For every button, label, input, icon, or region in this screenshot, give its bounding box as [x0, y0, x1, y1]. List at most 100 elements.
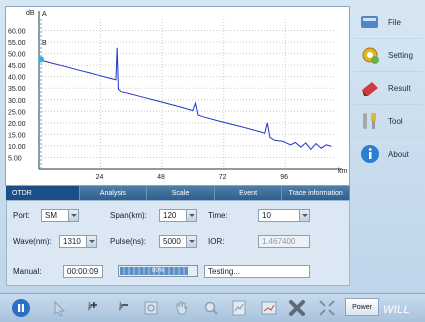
tool-button[interactable]: Tool	[353, 105, 423, 138]
ior-field: 1.467400	[258, 235, 310, 248]
y-tick-label: 40.00	[8, 75, 26, 82]
fit-icon	[319, 300, 335, 316]
close-icon	[289, 300, 305, 316]
y-tick-label: 10.00	[8, 144, 26, 151]
marker-a-label: A	[42, 11, 47, 18]
pulse-label: Pulse(ns):	[110, 237, 147, 246]
zoom-out-icon	[119, 301, 128, 311]
tab-event[interactable]: Event	[215, 186, 283, 200]
chevron-down-icon[interactable]	[86, 236, 96, 247]
chevron-down-icon[interactable]	[299, 210, 309, 221]
span-select[interactable]: 120	[159, 209, 197, 222]
progress-bar: 90%	[118, 265, 198, 277]
trace-analysis-button[interactable]	[258, 298, 280, 318]
zoom-in-button[interactable]	[80, 298, 102, 318]
chart-view-icon	[232, 300, 246, 316]
y-tick-label: 50.00	[8, 52, 26, 59]
time-label: Time:	[208, 211, 228, 220]
wave-select[interactable]: 1310	[59, 235, 97, 248]
tab-scale[interactable]: Scale	[147, 186, 215, 200]
ior-label: IOR:	[208, 237, 225, 246]
chevron-down-icon[interactable]	[186, 210, 196, 221]
progress-text: 90%	[151, 268, 164, 274]
tab-otdr[interactable]: OTDR	[6, 186, 80, 200]
y-tick-label: 35.00	[8, 86, 26, 93]
trace-analysis-icon	[261, 301, 277, 315]
wave-label: Wave(nm):	[13, 237, 52, 246]
zoom-box-button[interactable]	[140, 298, 162, 318]
file-button[interactable]: File	[353, 6, 423, 39]
trace-chart[interactable]: 60.00 55.00 50.00 45.00 40.00 35.00 30.00 25.00…	[6, 7, 351, 187]
status-text: Testing...	[208, 267, 241, 276]
delete-button[interactable]	[286, 298, 308, 318]
status-field: Testing...	[204, 265, 310, 278]
ior-value: 1.467400	[262, 237, 296, 246]
y-tick-label: 30.00	[8, 98, 26, 105]
gear-icon	[359, 45, 381, 65]
file-label: File	[388, 17, 401, 27]
pulse-select[interactable]: 5000	[159, 235, 197, 248]
chevron-down-icon[interactable]	[186, 236, 196, 247]
y-tick-label: 60.00	[8, 29, 26, 36]
tab-strip: OTDR Analysis Scale Event Trace informat…	[6, 186, 350, 200]
chevron-down-icon[interactable]	[68, 210, 78, 221]
trace-chart-panel[interactable]: 60.00 55.00 50.00 45.00 40.00 35.00 30.00 25.00…	[5, 6, 350, 186]
x-tick-label: 24	[96, 174, 104, 181]
result-label: Result	[388, 83, 411, 93]
time-value: 10	[262, 211, 271, 220]
wave-value: 1310	[63, 237, 81, 246]
pause-button[interactable]	[10, 298, 32, 318]
pointer-icon	[54, 300, 66, 317]
brand-logo: WILL	[383, 304, 410, 316]
manual-timer: 00:00:09	[63, 265, 103, 278]
port-label: Port:	[13, 211, 30, 220]
pan-button[interactable]	[170, 298, 192, 318]
y-tick-label: 45.00	[8, 63, 26, 70]
zoom-out-button[interactable]	[111, 298, 133, 318]
about-label: About	[388, 149, 409, 159]
y-tick-label: 55.00	[8, 40, 26, 47]
time-select[interactable]: 10	[258, 209, 310, 222]
x-tick-label: 72	[219, 174, 227, 181]
sidebar: File Setting Result Tool About	[353, 6, 423, 176]
power-button[interactable]: Power	[345, 298, 379, 316]
manual-value: 00:00:09	[67, 267, 99, 276]
manual-label: Manual:	[13, 267, 42, 276]
result-icon	[359, 78, 381, 98]
y-axis-label: dB	[26, 10, 35, 17]
pointer-button[interactable]	[48, 298, 70, 318]
setting-button[interactable]: Setting	[353, 39, 423, 72]
setting-label: Setting	[388, 50, 413, 60]
port-value: SM	[45, 211, 57, 220]
result-button[interactable]: Result	[353, 72, 423, 105]
search-button[interactable]	[200, 298, 222, 318]
marker-dot	[38, 56, 44, 63]
bottom-toolbar: Power WILL	[0, 293, 425, 322]
settings-panel: Port: SM Span(km): 120 Time: 10 Wave(nm)…	[6, 200, 350, 286]
x-tick-label: 96	[280, 174, 288, 181]
marker-b-label: B	[42, 40, 47, 47]
tab-trace-information[interactable]: Trace information	[282, 186, 350, 200]
tab-analysis[interactable]: Analysis	[80, 186, 148, 200]
y-tick-label: 25.00	[8, 109, 26, 116]
y-tick-label: 20.00	[8, 121, 26, 128]
port-select[interactable]: SM	[41, 209, 79, 222]
x-axis-label: km	[338, 168, 348, 175]
y-tick-label: 15.00	[8, 132, 26, 139]
trace-line	[38, 47, 332, 151]
pause-icon	[12, 299, 30, 317]
about-button[interactable]: About	[353, 138, 423, 171]
pulse-value: 5000	[163, 237, 181, 246]
chart-view-button[interactable]	[228, 298, 250, 318]
file-icon	[359, 12, 381, 32]
zoom-in-icon	[88, 301, 97, 311]
y-tick-label: 5.00	[8, 155, 22, 162]
x-tick-label: 48	[157, 174, 165, 181]
tool-label: Tool	[388, 116, 403, 126]
info-icon	[359, 144, 381, 164]
search-icon	[204, 301, 218, 315]
fit-button[interactable]	[316, 298, 338, 318]
span-value: 120	[163, 211, 177, 220]
hand-icon	[176, 301, 188, 315]
